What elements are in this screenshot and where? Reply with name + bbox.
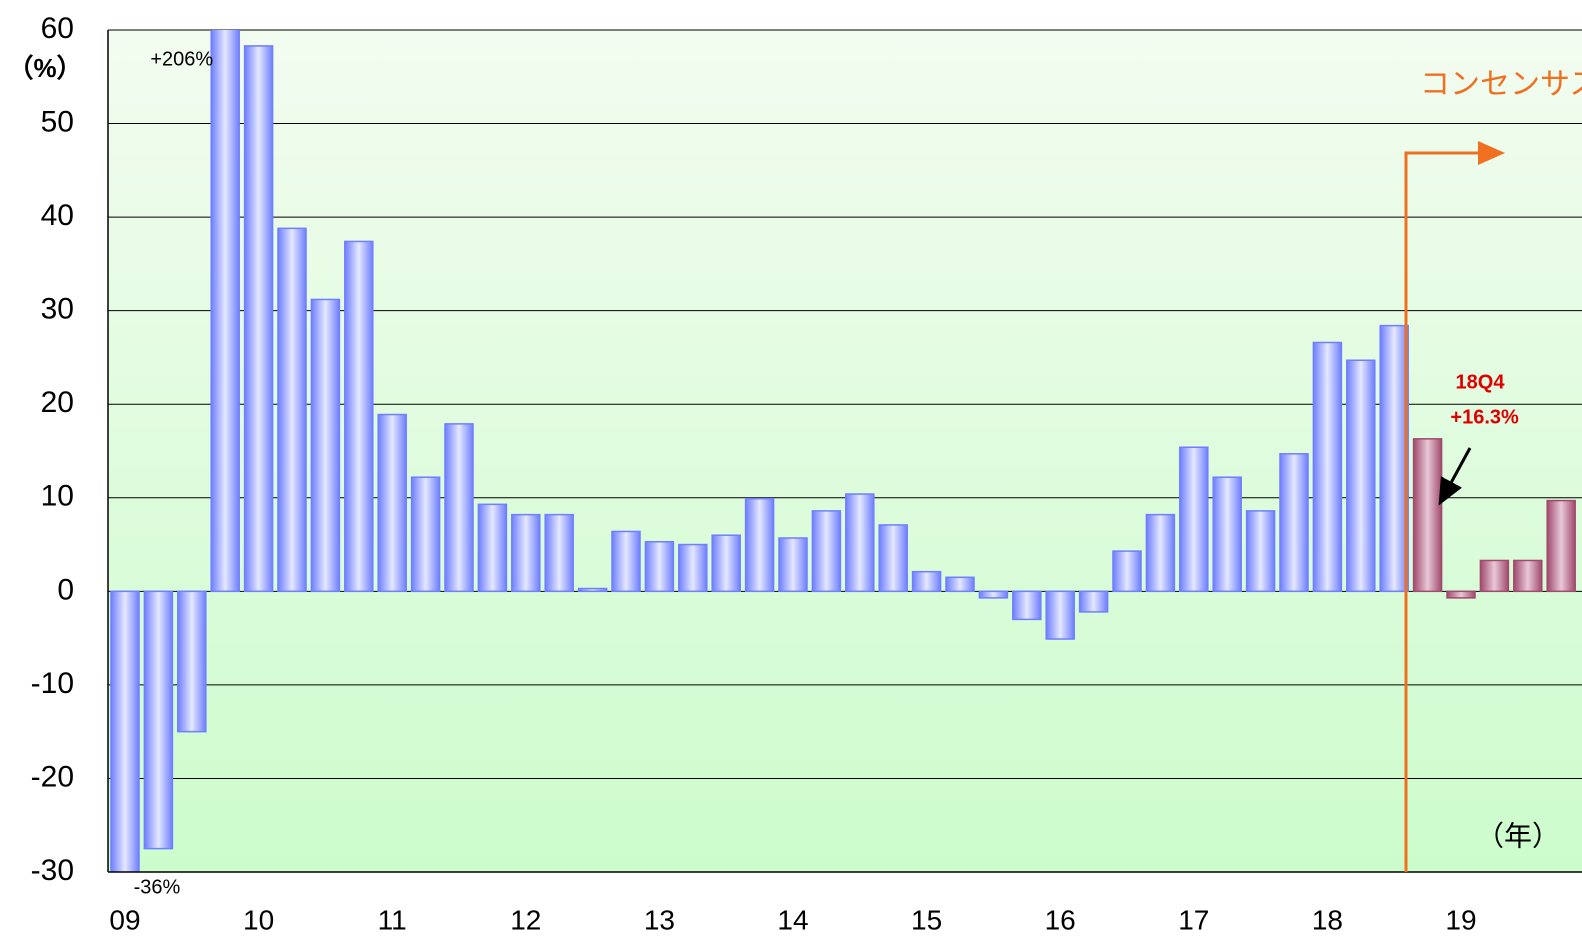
bar (644, 540, 675, 593)
bar (210, 30, 240, 593)
bar (1479, 559, 1510, 593)
x-tick-label: 09 (109, 904, 140, 935)
bar (1312, 341, 1343, 593)
x-tick-label: 18 (1312, 904, 1343, 935)
y-tick-label: 50 (41, 105, 74, 138)
bar (1379, 324, 1409, 593)
y-tick-label: -30 (31, 854, 74, 887)
bar (344, 240, 374, 593)
bar (1446, 590, 1476, 599)
bar (377, 413, 407, 593)
bar (477, 503, 508, 593)
bar (1112, 550, 1142, 593)
bar (611, 530, 641, 593)
x-tick-label: 19 (1445, 904, 1476, 935)
bar (544, 513, 574, 593)
bar (1145, 513, 1176, 593)
bar (1513, 559, 1543, 593)
y-tick-label: 10 (41, 480, 74, 513)
bar (143, 590, 174, 850)
value-label: +206% (150, 48, 213, 70)
y-tick-label: -10 (31, 667, 74, 700)
bar (744, 497, 775, 593)
y-tick-label: 20 (41, 386, 74, 419)
bar (1012, 590, 1042, 621)
y-unit: （%） (7, 53, 82, 83)
y-tick-label: 0 (57, 573, 74, 606)
x-tick-label: 16 (1045, 904, 1076, 935)
x-tick-label: 10 (243, 904, 274, 935)
value-label: -36% (134, 876, 181, 898)
x-tick-label: 12 (510, 904, 541, 935)
y-tick-label: -20 (31, 760, 74, 793)
bar (1212, 476, 1242, 593)
y-tick-label: 30 (41, 293, 74, 326)
x-unit: （年） (1476, 820, 1560, 851)
x-tick-label: 14 (777, 904, 808, 935)
bar (410, 476, 441, 593)
bar (444, 423, 474, 593)
bar (110, 590, 140, 872)
bar (811, 510, 842, 593)
bar (978, 590, 1009, 599)
bar (911, 570, 942, 593)
bar (945, 576, 975, 593)
bar (1346, 359, 1376, 593)
bar (1412, 438, 1443, 593)
bar (778, 537, 808, 593)
bar (577, 587, 608, 593)
bar (177, 590, 207, 733)
bar (243, 45, 274, 593)
value-label: +16.3% (1450, 406, 1519, 428)
bar (878, 524, 908, 593)
bar (511, 513, 541, 593)
bar (678, 543, 708, 593)
bar (1279, 453, 1309, 593)
bar (1078, 590, 1109, 613)
y-tick-label: 40 (41, 199, 74, 232)
bar (277, 227, 307, 593)
x-tick-label: 13 (644, 904, 675, 935)
bar (1245, 510, 1276, 593)
bar (310, 298, 341, 593)
forecast-marker (1404, 141, 1505, 872)
x-tick-label: 11 (378, 904, 407, 935)
bar (1546, 499, 1576, 593)
bar (1045, 590, 1075, 640)
x-tick-label: 15 (911, 904, 942, 935)
forecast-annotation: コンセンサス予想 (1420, 68, 1582, 101)
bar (845, 493, 875, 593)
highlight-label: 18Q4 (1456, 371, 1506, 393)
y-tick-label: 60 (41, 12, 74, 45)
x-tick-label: 17 (1178, 904, 1209, 935)
bar (711, 534, 741, 593)
highlight-arrow (1438, 447, 1472, 506)
bar (1179, 446, 1209, 593)
